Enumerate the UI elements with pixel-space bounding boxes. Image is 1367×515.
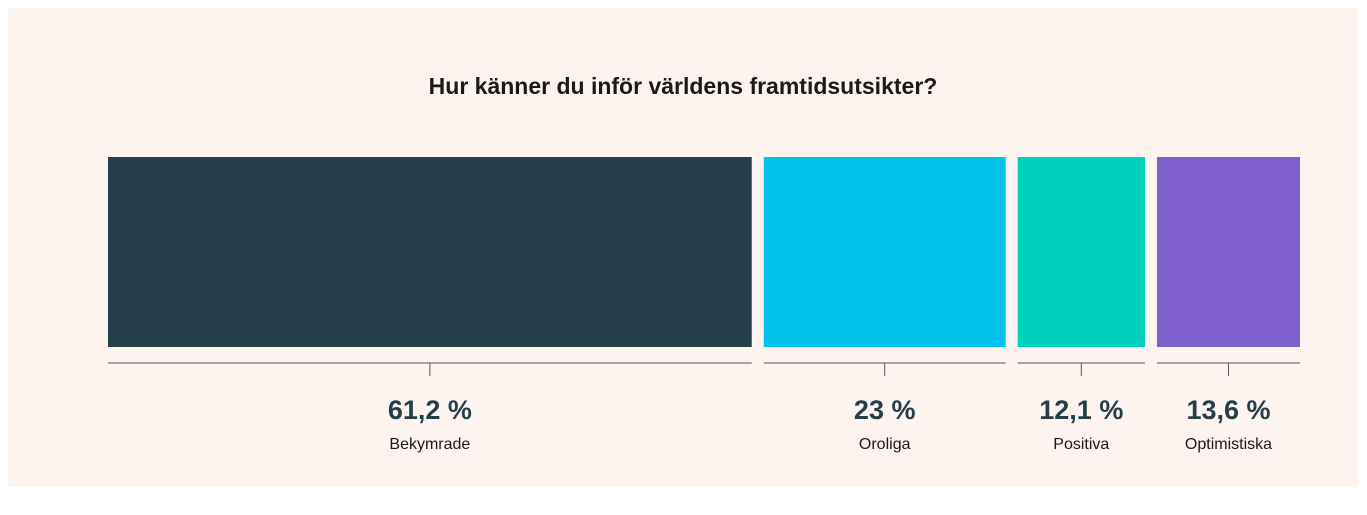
- value-label: 13,6 %: [1186, 395, 1270, 425]
- category-label: Positiva: [1053, 436, 1109, 453]
- bar: [108, 157, 752, 347]
- value-label: 12,1 %: [1039, 395, 1123, 425]
- chart-title: Hur känner du inför världens framtidsuts…: [429, 73, 938, 99]
- bar: [1017, 157, 1145, 347]
- value-label: 61,2 %: [388, 395, 472, 425]
- category-label: Optimistiska: [1185, 436, 1272, 453]
- bar: [763, 157, 1006, 347]
- category-label: Bekymrade: [389, 436, 470, 453]
- value-label: 23 %: [854, 395, 916, 425]
- bar: [1156, 157, 1300, 347]
- category-label: Oroliga: [859, 436, 911, 453]
